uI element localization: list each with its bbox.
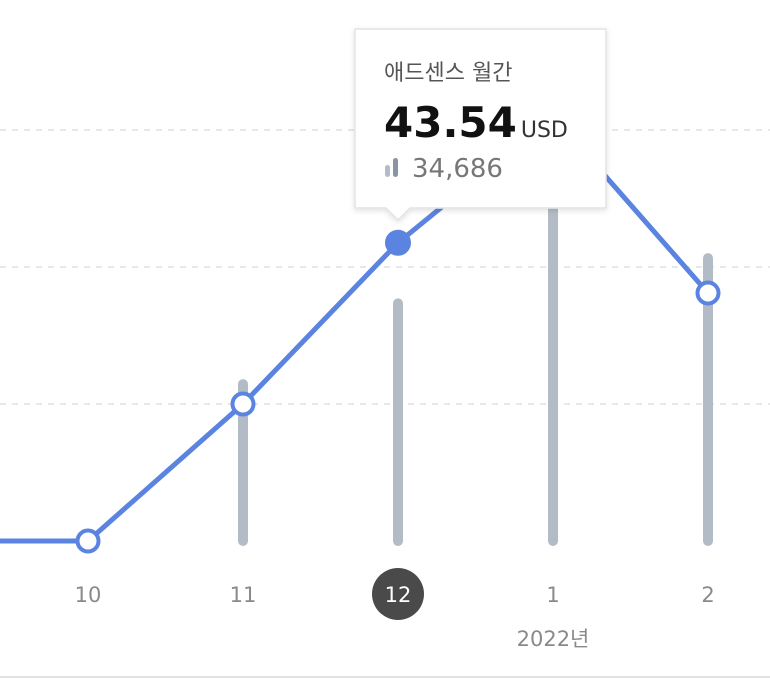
point bbox=[230, 391, 256, 417]
x-tick-label: 1 bbox=[546, 583, 559, 607]
tooltip-value: 43.54 bbox=[384, 98, 517, 147]
x-tick-label: 10 bbox=[75, 583, 102, 607]
x-tick-label: 11 bbox=[230, 583, 257, 607]
selected-category-badge bbox=[372, 568, 424, 620]
point bbox=[385, 229, 411, 256]
year-label: 2022년 bbox=[517, 627, 590, 651]
views-icon bbox=[385, 165, 390, 177]
x-tick-label: 2 bbox=[701, 583, 714, 607]
tooltip: 애드센스 월간 43.54 USD 34,686 bbox=[354, 28, 607, 222]
tooltip-unit: USD bbox=[521, 118, 568, 143]
point bbox=[695, 280, 721, 306]
x-tick-label: 12 bbox=[385, 583, 412, 607]
tooltip-views: 34,686 bbox=[412, 154, 503, 184]
views-icon bbox=[393, 158, 398, 177]
tooltip-title: 애드센스 월간 bbox=[384, 61, 512, 86]
tooltip-box bbox=[354, 28, 607, 222]
point bbox=[75, 528, 101, 554]
